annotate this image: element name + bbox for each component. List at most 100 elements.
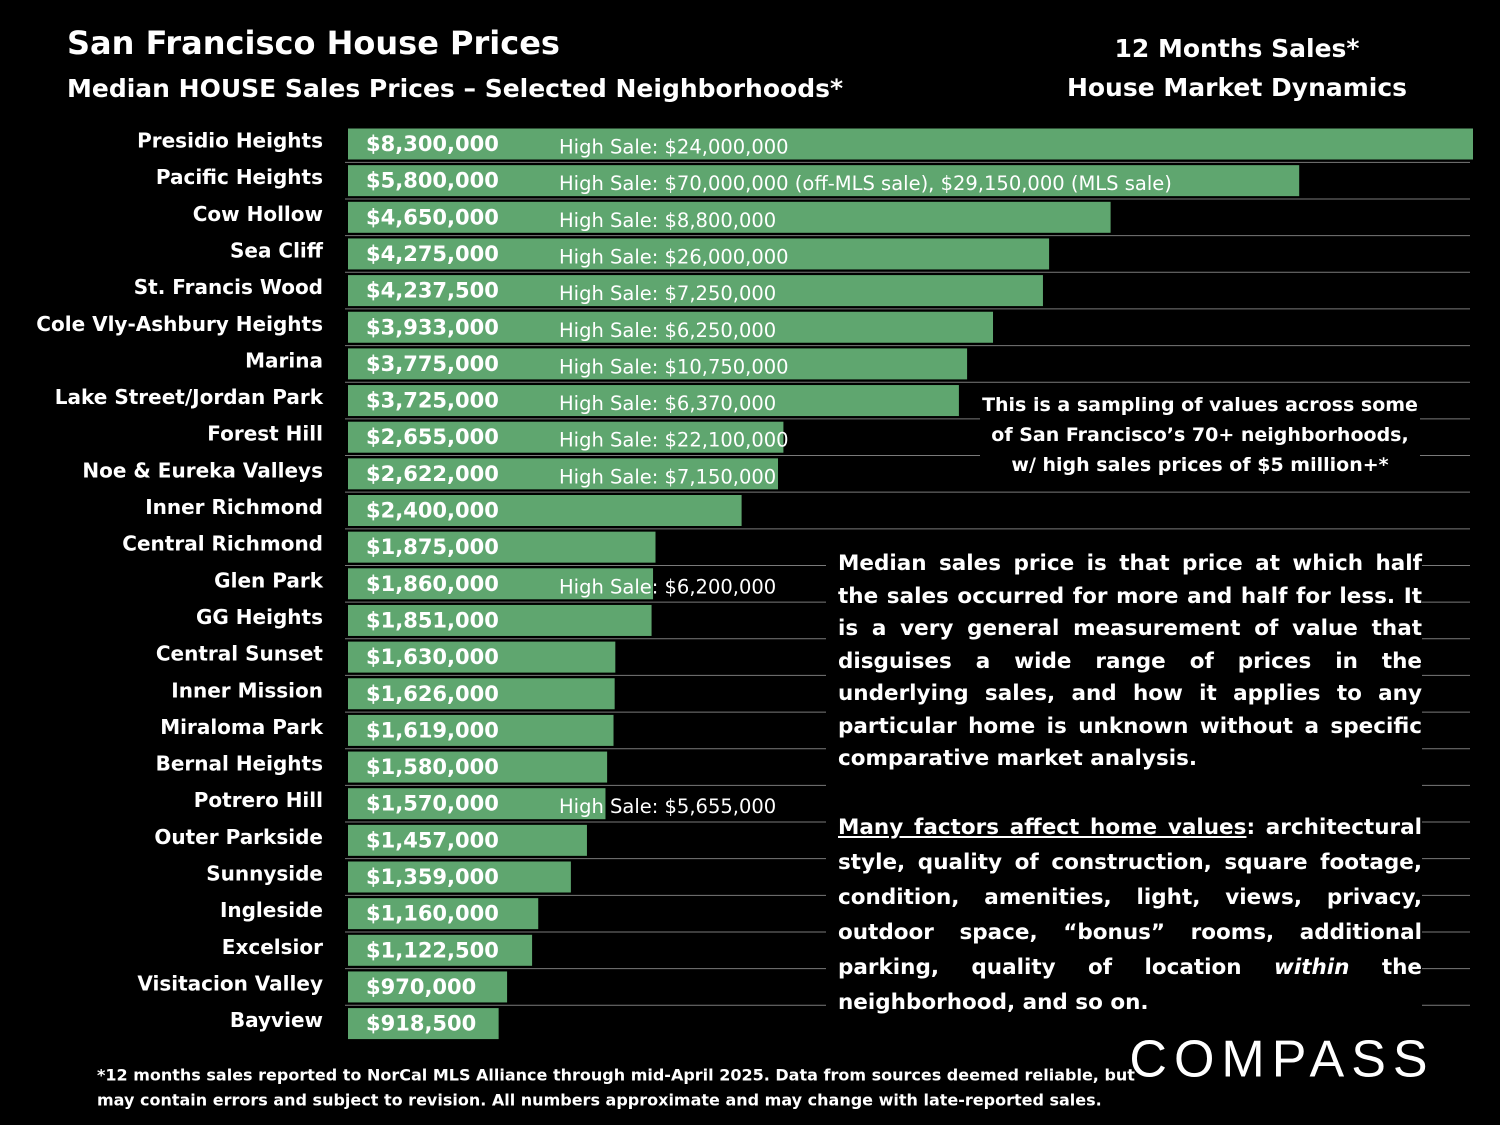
category-label: Glen Park — [214, 568, 324, 592]
category-label: Excelsior — [222, 935, 323, 959]
category-label: GG Heights — [196, 605, 323, 629]
category-label: Bernal Heights — [156, 752, 323, 776]
bar — [348, 495, 742, 526]
bar — [348, 678, 615, 710]
high-sale-label: High Sale: $6,370,000 — [559, 392, 776, 415]
value-label: $970,000 — [366, 975, 476, 999]
note-line: of San Francisco’s 70+ neighborhoods, — [991, 424, 1409, 446]
category-label: Pacific Heights — [156, 165, 323, 189]
category-label: Noe & Eureka Valleys — [82, 458, 323, 482]
category-label: St. Francis Wood — [134, 275, 323, 299]
value-label: $1,619,000 — [366, 718, 499, 742]
category-label: Sunnyside — [206, 862, 323, 886]
value-label: $1,860,000 — [366, 572, 499, 596]
factors-lead: Many factors affect home values — [838, 814, 1247, 840]
high-sale-label: High Sale: $7,150,000 — [559, 465, 776, 488]
side-heading: 12 Months Sales* — [1114, 34, 1359, 63]
value-label: $3,725,000 — [366, 389, 499, 413]
bar — [348, 898, 539, 930]
factors-body: : architectural style, quality of constr… — [838, 814, 1422, 980]
value-label: $918,500 — [366, 1012, 476, 1036]
high-sale-label: High Sale: $26,000,000 — [559, 245, 789, 268]
value-label: $1,630,000 — [366, 645, 499, 669]
value-label: $1,626,000 — [366, 682, 499, 706]
logo: COMPASS — [1129, 1031, 1434, 1089]
category-label: Lake Street/Jordan Park — [55, 385, 324, 409]
bar — [348, 238, 1050, 270]
high-sale-label: High Sale: $8,800,000 — [559, 209, 776, 232]
high-sale-label: High Sale: $7,250,000 — [559, 282, 776, 305]
bar — [348, 861, 571, 893]
value-label: $1,457,000 — [366, 828, 499, 852]
bar — [348, 201, 1111, 233]
side-heading: House Market Dynamics — [1067, 73, 1407, 102]
footnote: *12 months sales reported to NorCal MLS … — [97, 1066, 1135, 1085]
category-label: Potrero Hill — [194, 788, 323, 812]
category-label: Cole Vly-Ashbury Heights — [36, 312, 323, 336]
value-label: $1,160,000 — [366, 902, 499, 926]
value-label: $3,775,000 — [366, 352, 499, 376]
category-label: Outer Parkside — [154, 825, 323, 849]
footnote: may contain errors and subject to revisi… — [97, 1091, 1102, 1110]
bar — [348, 165, 1300, 197]
note-line: This is a sampling of values across some — [982, 394, 1418, 416]
value-label: $4,275,000 — [366, 242, 499, 266]
bar — [348, 824, 587, 856]
bar — [348, 1008, 499, 1040]
bar — [348, 934, 533, 966]
median-text: Median sales price is that price at whic… — [838, 551, 1422, 771]
bar — [348, 714, 614, 746]
category-label: Visitacion Valley — [137, 971, 323, 995]
bar — [348, 275, 1043, 307]
bar — [348, 568, 654, 600]
value-label: $8,300,000 — [366, 132, 499, 156]
high-sale-label: High Sale: $70,000,000 (off-MLS sale), $… — [559, 172, 1172, 195]
category-label: Marina — [245, 348, 323, 372]
category-label: Central Richmond — [122, 532, 323, 556]
value-label: $1,875,000 — [366, 535, 499, 559]
category-label: Cow Hollow — [193, 202, 323, 226]
category-label: Bayview — [230, 1008, 323, 1032]
category-label: Ingleside — [220, 898, 323, 922]
category-label: Forest Hill — [207, 422, 323, 446]
category-label: Central Sunset — [156, 642, 324, 666]
factors-emphasis: within — [1273, 954, 1350, 980]
value-label: $5,800,000 — [366, 169, 499, 193]
high-sale-label: High Sale: $22,100,000 — [559, 429, 789, 452]
category-label: Inner Mission — [171, 678, 323, 702]
value-label: $1,570,000 — [366, 792, 499, 816]
chart-title: San Francisco House Prices — [67, 24, 560, 62]
value-label: $2,622,000 — [366, 462, 499, 486]
bar — [348, 971, 508, 1003]
bar — [348, 788, 606, 820]
value-label: $4,237,500 — [366, 279, 499, 303]
high-sale-label: High Sale: $5,655,000 — [559, 795, 776, 818]
value-label: $3,933,000 — [366, 315, 499, 339]
note-line: w/ high sales prices of $5 million+* — [1011, 454, 1389, 476]
bar — [348, 751, 608, 783]
value-label: $1,122,500 — [366, 938, 499, 962]
bar — [348, 458, 779, 490]
category-label: Presidio Heights — [137, 129, 323, 153]
bar — [348, 348, 968, 380]
value-label: $1,851,000 — [366, 608, 499, 632]
median-note: Median sales price is that price at whic… — [826, 548, 1422, 1020]
factors-end: the neighborhood, and so on. — [838, 954, 1422, 1015]
value-label: $2,655,000 — [366, 425, 499, 449]
bar — [348, 128, 1473, 160]
value-label: $2,400,000 — [366, 499, 499, 523]
bar — [348, 604, 652, 636]
category-label: Miraloma Park — [160, 715, 323, 739]
bar — [348, 311, 994, 343]
factors-text: Many factors affect home values: archite… — [838, 810, 1422, 1020]
high-sale-label: High Sale: $24,000,000 — [559, 136, 789, 159]
bar — [348, 641, 616, 673]
category-label: Sea Cliff — [230, 238, 324, 262]
value-label: $1,359,000 — [366, 865, 499, 889]
high-sale-label: High Sale: $6,250,000 — [559, 319, 776, 342]
bar — [348, 531, 656, 563]
chart-subtitle: Median HOUSE Sales Prices – Selected Nei… — [67, 74, 843, 103]
high-sale-label: High Sale: $6,200,000 — [559, 575, 776, 598]
